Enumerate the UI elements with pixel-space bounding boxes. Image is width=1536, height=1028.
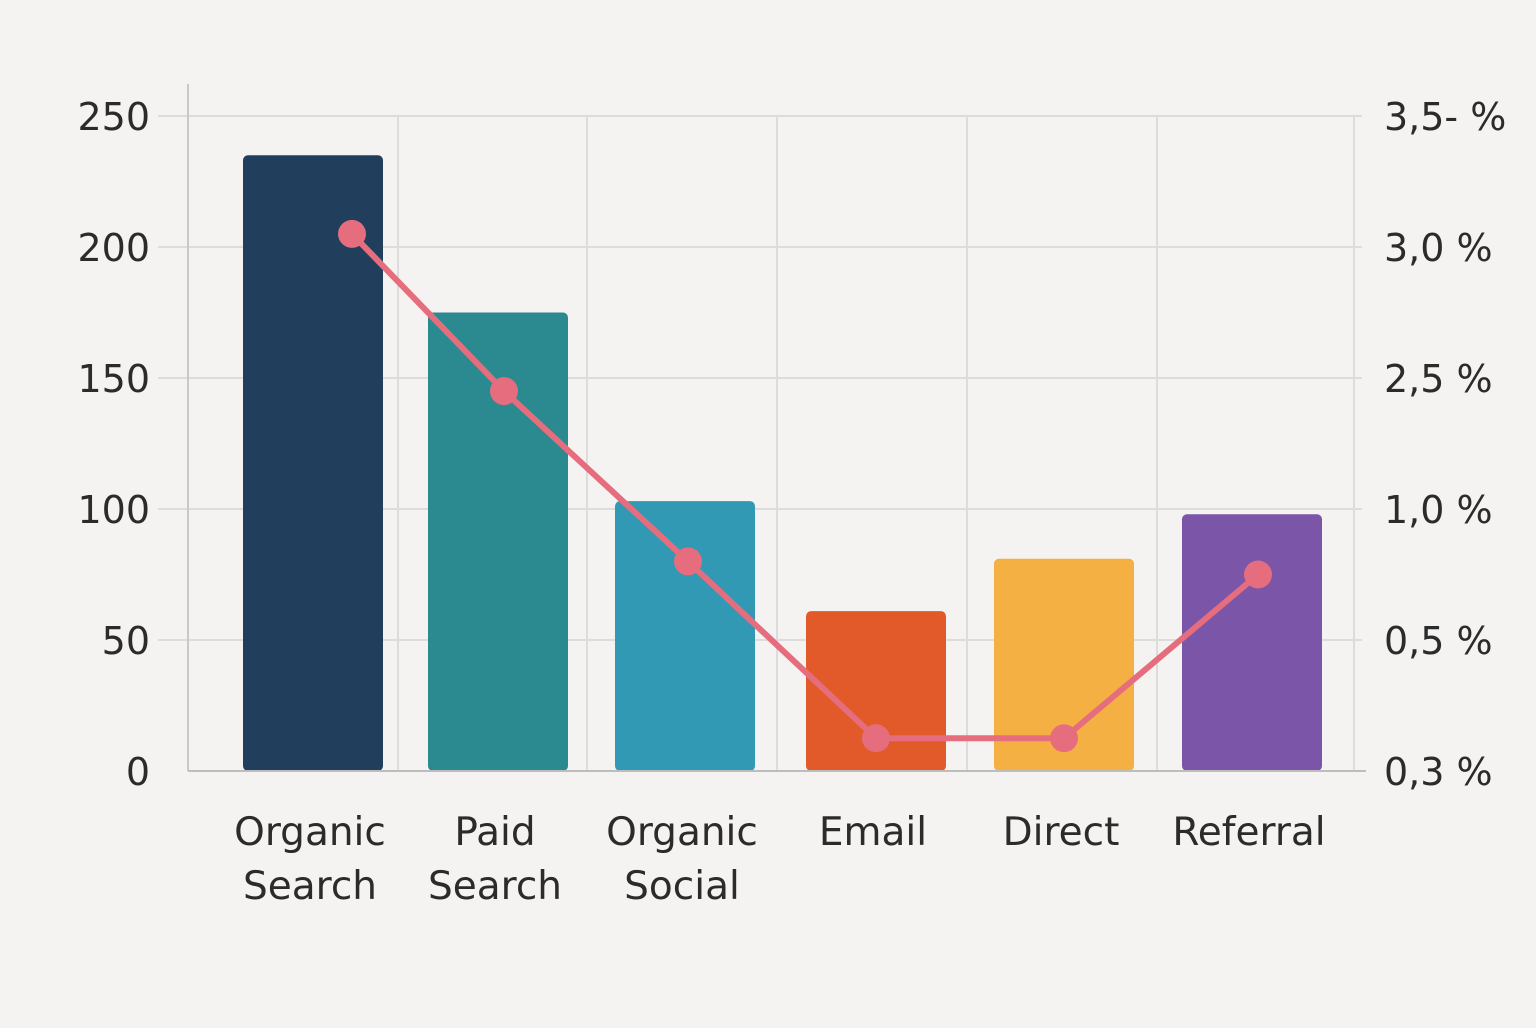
line-point [338, 219, 366, 248]
bar-layer [243, 155, 1322, 772]
bar-referral [1182, 514, 1322, 771]
y-right-tick-label: 3,5- % [1384, 95, 1506, 139]
line-layer [338, 219, 1272, 753]
y-right-tick-label: 3,0 % [1384, 226, 1493, 270]
line-point [1050, 724, 1078, 753]
y-left-tick-label: 250 [77, 95, 150, 139]
y-right-tick-label: 1,0 % [1384, 488, 1493, 532]
x-tick-label: Referral [1172, 810, 1325, 855]
line-point [490, 377, 518, 406]
y-left-tick-label: 100 [77, 488, 150, 532]
bar-paid-search [428, 312, 568, 771]
line-point [1244, 560, 1272, 589]
x-tick-label: Email [819, 810, 927, 855]
y-right-tick-label: 0,3 % [1384, 750, 1493, 794]
bar-email [806, 611, 946, 771]
x-tick-label: Direct [1003, 810, 1120, 855]
x-tick-label: Organic [606, 810, 758, 855]
axis-layer [187, 84, 1366, 772]
y-left-tick-label: 150 [77, 357, 150, 401]
y-right-tick-label: 2,5 % [1384, 357, 1493, 401]
x-tick-label: Social [624, 864, 740, 909]
y-left-tick-label: 50 [102, 619, 150, 663]
conversion-rate-line [349, 230, 1261, 742]
bar-organic-social [615, 501, 755, 771]
x-tick-label: Organic [234, 810, 386, 855]
line-point [862, 724, 890, 753]
line-point [674, 547, 702, 576]
y-left-tick-label: 0 [126, 750, 150, 794]
bar-direct [994, 558, 1134, 771]
y-left-tick-label: 200 [77, 226, 150, 270]
x-tick-label: Paid [454, 810, 535, 855]
label-layer: 0 50 100 150 200 250 0,3 % 0,5 % 1,0 % 2,5 % 3,0 %… [77, 95, 1506, 909]
x-tick-label: Search [243, 864, 377, 909]
x-tick-label: Search [428, 864, 562, 909]
y-right-tick-label: 0,5 % [1384, 619, 1493, 663]
bar-organic-search [243, 155, 383, 772]
